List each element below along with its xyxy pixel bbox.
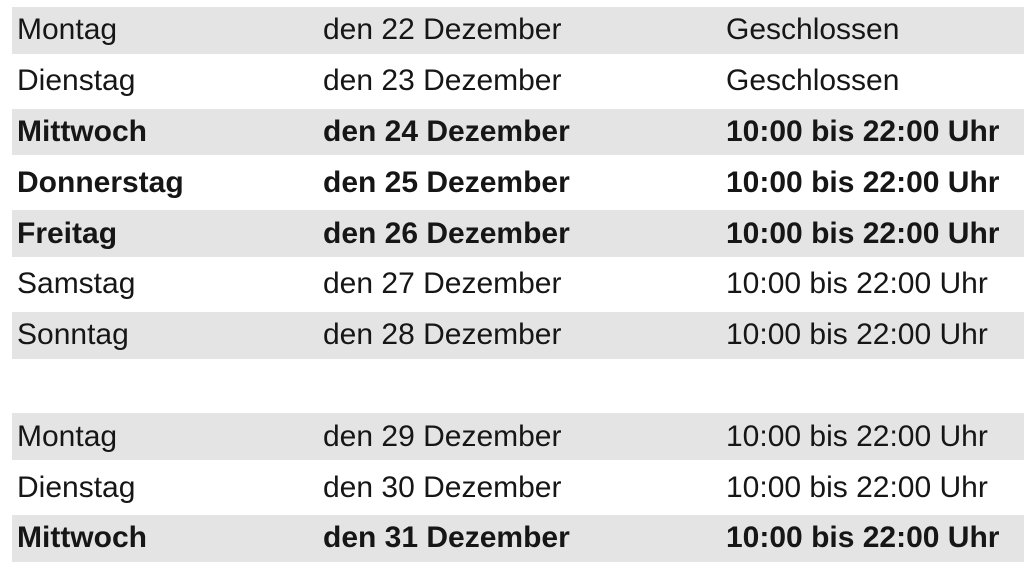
table-row: Freitag den 26 Dezember 10:00 bis 22:00 …: [12, 208, 1024, 259]
day-cell: Montag: [17, 421, 118, 452]
table-row: Dienstag den 30 Dezember 10:00 bis 22:00…: [12, 462, 1024, 513]
hours-cell: 10:00 bis 22:00 Uhr: [726, 472, 988, 503]
date-cell: den 28 Dezember: [323, 320, 562, 351]
hours-cell: 10:00 bis 22:00 Uhr: [726, 167, 1000, 198]
table-row: Dienstag den 23 Dezember Geschlossen: [12, 56, 1024, 107]
hours-cell: 10:00 bis 22:00 Uhr: [726, 320, 988, 351]
day-cell: Freitag: [17, 218, 118, 249]
date-cell: den 23 Dezember: [323, 66, 562, 97]
day-cell: Donnerstag: [17, 167, 184, 198]
spacer-row: [12, 361, 1024, 412]
day-cell: Montag: [17, 15, 118, 46]
table-row: Mittwoch den 31 Dezember 10:00 bis 22:00…: [12, 512, 1024, 564]
hours-cell: 10:00 bis 22:00 Uhr: [726, 218, 1000, 249]
hours-cell: 10:00 bis 22:00 Uhr: [726, 116, 1000, 147]
date-cell: den 24 Dezember: [323, 116, 570, 147]
table-row: Sonntag den 28 Dezember 10:00 bis 22:00 …: [12, 309, 1024, 361]
date-cell: den 30 Dezember: [323, 472, 562, 503]
table-row: Donnerstag den 25 Dezember 10:00 bis 22:…: [12, 157, 1024, 208]
date-cell: den 25 Dezember: [323, 167, 570, 198]
day-cell: Dienstag: [17, 66, 136, 97]
date-cell: den 31 Dezember: [323, 523, 570, 554]
opening-hours-table: Montag den 22 Dezember Geschlossen Diens…: [12, 5, 1024, 564]
day-cell: Sonntag: [17, 320, 129, 351]
date-cell: den 26 Dezember: [323, 218, 570, 249]
table-row: Montag den 29 Dezember 10:00 bis 22:00 U…: [12, 411, 1024, 463]
hours-cell: 10:00 bis 22:00 Uhr: [726, 421, 988, 452]
day-cell: Mittwoch: [17, 523, 147, 554]
hours-cell: Geschlossen: [726, 15, 900, 46]
table-row: Montag den 22 Dezember Geschlossen: [12, 5, 1024, 56]
hours-cell: Geschlossen: [726, 66, 900, 97]
date-cell: den 27 Dezember: [323, 269, 562, 300]
date-cell: den 29 Dezember: [323, 421, 562, 452]
date-cell: den 22 Dezember: [323, 15, 562, 46]
hours-cell: 10:00 bis 22:00 Uhr: [726, 269, 988, 300]
day-cell: Dienstag: [17, 472, 136, 503]
hours-cell: 10:00 bis 22:00 Uhr: [726, 523, 1000, 554]
table-row: Mittwoch den 24 Dezember 10:00 bis 22:00…: [12, 106, 1024, 158]
day-cell: Samstag: [17, 269, 136, 300]
day-cell: Mittwoch: [17, 116, 147, 147]
table-row: Samstag den 27 Dezember 10:00 bis 22:00 …: [12, 259, 1024, 310]
